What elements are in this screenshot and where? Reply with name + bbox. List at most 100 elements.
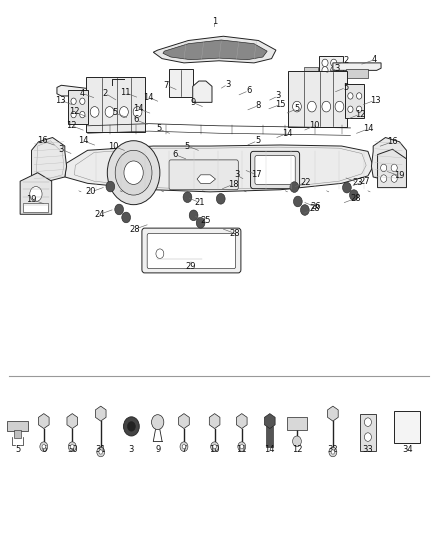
Text: 28: 28 <box>309 205 320 213</box>
Circle shape <box>80 111 85 118</box>
Circle shape <box>106 94 111 100</box>
Circle shape <box>364 433 371 441</box>
Text: 31: 31 <box>95 446 106 454</box>
Circle shape <box>211 442 219 451</box>
Circle shape <box>120 107 128 117</box>
Circle shape <box>97 447 105 457</box>
Circle shape <box>105 107 114 117</box>
Polygon shape <box>179 414 189 429</box>
FancyBboxPatch shape <box>345 84 364 118</box>
Circle shape <box>122 212 131 223</box>
Circle shape <box>107 141 160 205</box>
FancyBboxPatch shape <box>287 417 307 430</box>
FancyBboxPatch shape <box>14 430 21 438</box>
Text: 12: 12 <box>67 122 77 130</box>
Text: 30: 30 <box>67 446 78 454</box>
Text: 7: 7 <box>181 446 187 454</box>
Circle shape <box>331 450 335 454</box>
Circle shape <box>240 445 244 449</box>
FancyBboxPatch shape <box>304 67 318 78</box>
Polygon shape <box>328 406 338 421</box>
Circle shape <box>71 98 76 104</box>
Text: 5: 5 <box>185 142 190 150</box>
Text: 2: 2 <box>343 56 349 65</box>
Text: 28: 28 <box>230 229 240 238</box>
Text: 15: 15 <box>275 100 286 109</box>
Circle shape <box>293 436 301 447</box>
FancyBboxPatch shape <box>102 84 124 103</box>
Polygon shape <box>67 414 78 429</box>
FancyBboxPatch shape <box>319 56 343 78</box>
Text: 16: 16 <box>387 138 398 146</box>
Circle shape <box>80 98 85 104</box>
Text: 5: 5 <box>112 109 117 117</box>
Polygon shape <box>32 138 67 185</box>
Polygon shape <box>193 81 212 102</box>
Circle shape <box>381 164 387 172</box>
FancyBboxPatch shape <box>255 156 295 184</box>
Circle shape <box>152 415 164 430</box>
FancyBboxPatch shape <box>266 426 273 447</box>
Polygon shape <box>371 138 406 185</box>
Text: 13: 13 <box>370 96 380 104</box>
Text: 2: 2 <box>102 89 108 98</box>
Text: 12: 12 <box>69 108 80 116</box>
Text: 14: 14 <box>133 104 144 113</box>
Text: 14: 14 <box>363 125 373 133</box>
Text: 6: 6 <box>173 150 178 159</box>
Text: 3: 3 <box>234 171 239 179</box>
Circle shape <box>391 175 397 182</box>
Text: 14: 14 <box>143 93 153 101</box>
FancyBboxPatch shape <box>147 233 236 269</box>
Text: 11: 11 <box>237 446 247 454</box>
Circle shape <box>40 442 48 451</box>
Polygon shape <box>197 175 215 183</box>
Text: 27: 27 <box>359 177 370 185</box>
Text: 21: 21 <box>194 198 205 207</box>
Text: 13: 13 <box>55 96 66 104</box>
FancyBboxPatch shape <box>251 151 300 189</box>
Text: 34: 34 <box>402 446 413 454</box>
Circle shape <box>213 445 216 449</box>
Text: 5: 5 <box>255 136 260 145</box>
Circle shape <box>68 442 76 451</box>
Circle shape <box>99 450 102 454</box>
Text: 5: 5 <box>156 125 161 133</box>
Text: 3: 3 <box>335 64 340 72</box>
Text: 12: 12 <box>292 446 302 454</box>
Polygon shape <box>20 173 52 214</box>
Text: 4: 4 <box>80 89 85 98</box>
Text: 28: 28 <box>130 225 140 233</box>
Text: 12: 12 <box>355 110 365 118</box>
FancyBboxPatch shape <box>142 228 241 273</box>
Text: 9: 9 <box>155 446 160 454</box>
Circle shape <box>391 164 397 172</box>
FancyBboxPatch shape <box>394 411 420 443</box>
Circle shape <box>30 187 42 201</box>
FancyBboxPatch shape <box>23 203 48 212</box>
Circle shape <box>71 445 74 449</box>
Circle shape <box>331 67 337 74</box>
Circle shape <box>115 150 152 195</box>
Text: 3: 3 <box>129 446 134 454</box>
Text: 25: 25 <box>201 216 211 225</box>
FancyBboxPatch shape <box>7 421 28 431</box>
Text: 3: 3 <box>59 145 64 154</box>
Text: 6: 6 <box>41 446 46 454</box>
Circle shape <box>183 192 192 203</box>
Circle shape <box>42 445 46 449</box>
Text: 14: 14 <box>78 136 88 145</box>
Text: 11: 11 <box>120 88 131 97</box>
Circle shape <box>290 182 299 192</box>
Text: 24: 24 <box>95 210 105 219</box>
Text: 14: 14 <box>282 129 293 138</box>
Circle shape <box>216 193 225 204</box>
Circle shape <box>357 93 362 99</box>
Circle shape <box>322 101 331 112</box>
Polygon shape <box>57 85 105 96</box>
Text: 19: 19 <box>394 172 405 180</box>
Text: 10: 10 <box>309 122 320 130</box>
Circle shape <box>293 196 302 207</box>
Circle shape <box>329 447 337 457</box>
Polygon shape <box>163 40 267 60</box>
